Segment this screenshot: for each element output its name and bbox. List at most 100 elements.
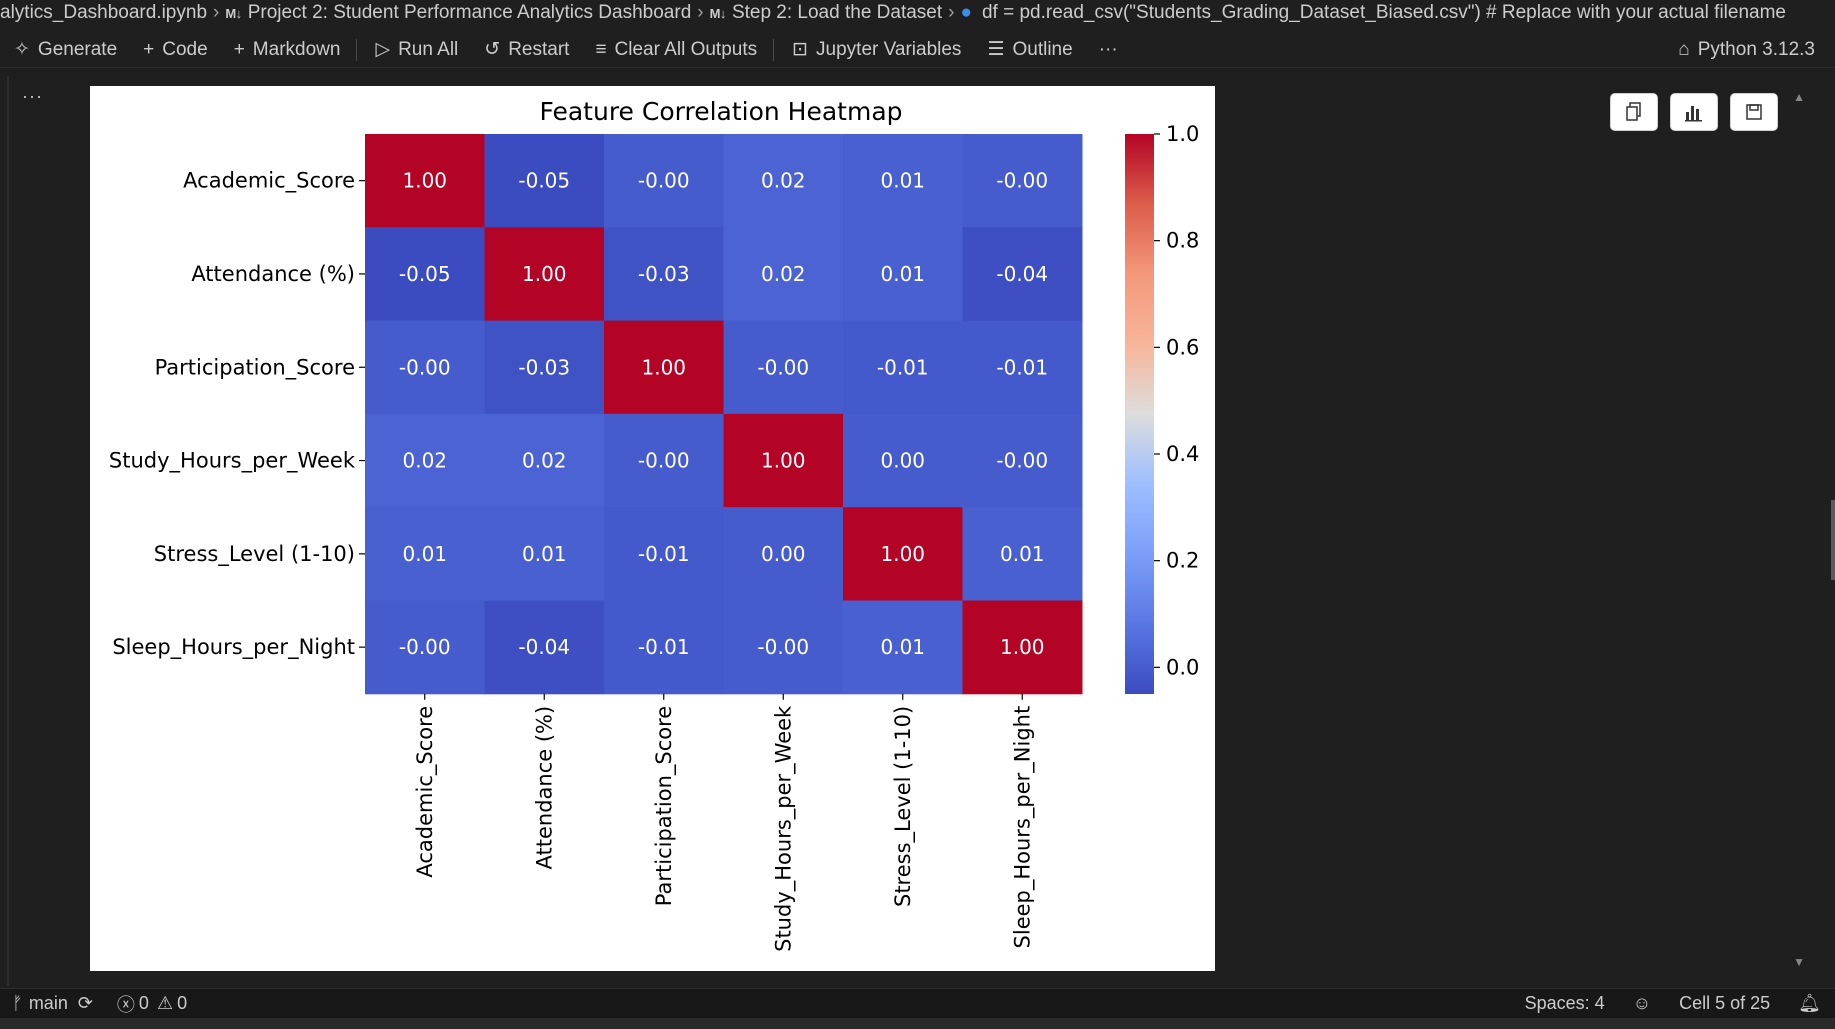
- cell-value-label: -0.00: [996, 169, 1048, 193]
- heatmap-cell: [843, 507, 963, 601]
- colorbar-tick-label: 0.2: [1166, 549, 1199, 573]
- heatmap-cell: [962, 134, 1083, 228]
- cell-value-label: 0.01: [880, 169, 925, 193]
- outline-button[interactable]: ☰ Outline: [987, 38, 1073, 61]
- heatmap-cell: [723, 413, 844, 508]
- run-icon: ▷: [375, 39, 391, 60]
- breadcrumb-section-project[interactable]: Project 2: Student Performance Analytics…: [247, 2, 692, 23]
- plot-viewer-button[interactable]: [1670, 93, 1718, 131]
- cell-value-label: 0.02: [402, 449, 447, 473]
- warning-icon: ⚠: [156, 993, 174, 1013]
- variables-icon: ⊡: [792, 39, 809, 60]
- cell-position-indicator[interactable]: Cell 5 of 25: [1679, 993, 1771, 1013]
- variables-button[interactable]: ⊡ Jupyter Variables: [792, 38, 962, 61]
- add-markdown-button[interactable]: + Markdown: [233, 38, 341, 60]
- cell-value-label: -0.00: [399, 635, 451, 659]
- cell-value-label: 1.00: [880, 542, 925, 566]
- scroll-down-icon[interactable]: ▼: [1793, 955, 1805, 969]
- sparkle-icon: ✧: [14, 39, 30, 60]
- heatmap-cell: [365, 507, 485, 601]
- indentation-indicator[interactable]: Spaces: 4: [1524, 993, 1605, 1013]
- cell-value-label: -0.00: [638, 449, 690, 473]
- markdown-icon: M↓: [709, 6, 727, 21]
- colorbar-tick-label: 0.0: [1166, 655, 1199, 679]
- branch-indicator[interactable]: ᚠ main ⟳: [12, 993, 93, 1013]
- heatmap-cell: [484, 413, 605, 508]
- cell-value-label: 0.01: [522, 542, 567, 566]
- branch-icon: ᚠ: [12, 993, 23, 1013]
- row-labels: Academic_Score Attendance (%) Participatio…: [109, 169, 365, 660]
- cell-value-label: -0.00: [399, 355, 451, 379]
- heatmap-cell: [723, 600, 844, 695]
- clear-outputs-button[interactable]: ≡ Clear All Outputs: [595, 38, 758, 60]
- heatmap-cell: [843, 227, 963, 322]
- breadcrumb: alytics_Dashboard.ipynb › M↓ Project 2: Stu…: [0, 0, 1835, 26]
- cell-value-label: 1.00: [1000, 635, 1045, 659]
- row-label: Academic_Score: [183, 169, 355, 194]
- chevron-right-icon: ›: [697, 2, 704, 23]
- status-bar: ᚠ main ⟳ ⓧ 0 ⚠ 0 Spaces: 4 ☺ Cell 5 of 25 🔔︎: [0, 988, 1835, 1018]
- heatmap-cells: 1.00 -0.05 -0.00 0.02 0.01 -0.00 -0.05 1.00 -0.0…: [365, 134, 1083, 695]
- scroll-up-icon[interactable]: ▲: [1793, 90, 1805, 104]
- cell-value-label: -0.00: [757, 355, 809, 379]
- save-output-button[interactable]: [1730, 93, 1778, 131]
- row-label: Sleep_Hours_per_Night: [112, 635, 355, 660]
- col-label: Academic_Score: [413, 706, 438, 878]
- add-code-button[interactable]: + Code: [143, 38, 208, 60]
- cell-value-label: -0.05: [399, 262, 451, 286]
- heatmap-cell: [604, 413, 724, 508]
- heatmap-cell: [962, 227, 1083, 322]
- run-all-button[interactable]: ▷ Run All: [375, 38, 459, 61]
- col-label: Stress_Level (1-10): [891, 706, 916, 907]
- cell-value-label: 0.00: [761, 542, 806, 566]
- more-actions-button[interactable]: ···: [1098, 38, 1118, 60]
- heatmap-cell: [484, 134, 605, 228]
- outline-icon: ☰: [987, 39, 1005, 60]
- cell-value-label: 0.01: [402, 542, 447, 566]
- column-labels: Academic_Score Attendance (%) Participatio…: [413, 693, 1035, 952]
- heatmap-cell: [843, 413, 963, 508]
- output-actions: [1610, 93, 1778, 131]
- scrollbar-thumb[interactable]: [1831, 500, 1835, 580]
- breadcrumb-section-step[interactable]: Step 2: Load the Dataset: [731, 2, 943, 23]
- row-label: Study_Hours_per_Week: [109, 449, 356, 474]
- row-label: Attendance (%): [191, 262, 355, 286]
- generate-button[interactable]: ✧ Generate: [14, 38, 118, 61]
- cell-value-label: 0.00: [880, 449, 925, 473]
- kernel-picker[interactable]: ⌂ Python 3.12.3: [1678, 39, 1815, 60]
- col-label: Participation_Score: [652, 706, 677, 906]
- colorbar-tick-label: 1.0: [1166, 122, 1199, 146]
- cell-value-label: -0.04: [518, 635, 570, 659]
- heatmap-cell: [962, 600, 1083, 695]
- cell-value-label: 1.00: [522, 262, 567, 286]
- copilot-icon[interactable]: ☺: [1632, 993, 1652, 1013]
- chart-icon: [1685, 106, 1702, 122]
- cell-value-label: -0.01: [877, 355, 929, 379]
- kernel-icon: ⌂: [1678, 39, 1690, 60]
- sync-icon: ⟳: [77, 993, 93, 1013]
- heatmap-cell: [365, 600, 485, 695]
- breadcrumb-code[interactable]: df = pd.read_csv("Students_Grading_Datas…: [981, 2, 1786, 23]
- problems-indicator[interactable]: ⓧ 0 ⚠ 0: [117, 991, 187, 1017]
- cell-value-label: 0.02: [761, 262, 806, 286]
- cell-value-label: -0.00: [757, 635, 809, 659]
- copy-output-button[interactable]: [1610, 93, 1658, 131]
- row-label: Participation_Score: [155, 355, 355, 380]
- breadcrumb-file[interactable]: alytics_Dashboard.ipynb: [0, 2, 208, 23]
- toolbar-divider: [773, 38, 775, 61]
- heatmap-cell: [962, 507, 1083, 601]
- heatmap-cell: [365, 134, 485, 228]
- bell-icon[interactable]: 🔔︎: [1798, 993, 1821, 1013]
- cell-value-label: 1.00: [641, 355, 686, 379]
- chart-title: Feature Correlation Heatmap: [539, 97, 902, 126]
- restart-button[interactable]: ↺ Restart: [484, 38, 570, 61]
- col-label: Sleep_Hours_per_Night: [1010, 706, 1035, 949]
- cell-more-button[interactable]: ···: [22, 86, 43, 106]
- panel-edge: [0, 1018, 1835, 1029]
- heatmap-cell: [723, 507, 844, 601]
- heatmap-cell: [723, 320, 844, 415]
- cell-value-label: -0.01: [996, 355, 1048, 379]
- cell-value-label: -0.00: [996, 449, 1048, 473]
- colorbar-ticks: 0.0 0.2 0.4 0.6 0.8 1.0: [1154, 122, 1199, 679]
- col-label: Attendance (%): [532, 706, 556, 870]
